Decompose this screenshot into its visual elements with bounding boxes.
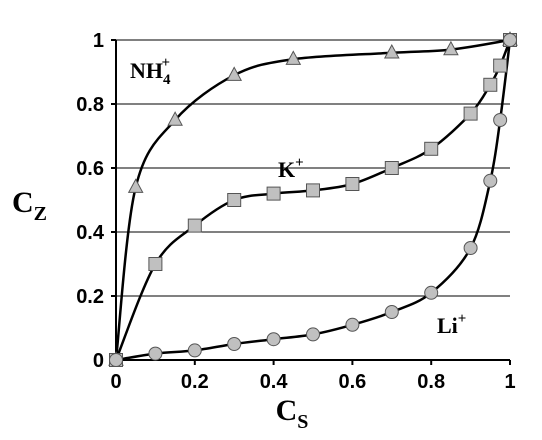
- x-tick-label-4: 0.8: [417, 371, 445, 393]
- series-markers: [108, 31, 518, 367]
- data-point-triangle-1: [127, 178, 144, 193]
- labels: 0 0.2 0.4 0.6 0.8 1 0 0.2 0.4 0.6 0.8 1 CZ CS NH4+ K+ Li…: [12, 30, 516, 433]
- data-point-square-6: [345, 177, 360, 191]
- series-label-square: K+: [278, 155, 304, 182]
- y-tick-label-4: 0.8: [76, 94, 104, 116]
- x-axis-title: CS: [276, 394, 309, 433]
- series-line-circle: [115, 39, 512, 362]
- y-tick-label-0: 0: [93, 350, 104, 372]
- data-point-square-2: [187, 218, 202, 233]
- data-point-square-8: [424, 141, 439, 156]
- data-point-square-3: [227, 193, 242, 207]
- x-tick-label-3: 0.6: [338, 371, 366, 393]
- data-point-circle-11: [493, 113, 508, 127]
- data-point-square-1: [148, 257, 163, 271]
- data-point-circle-10: [483, 173, 498, 188]
- data-point-square-11: [493, 58, 508, 73]
- data-point-square-9: [463, 106, 478, 121]
- data-point-circle-3: [227, 337, 242, 351]
- data-point-circle-5: [306, 327, 320, 342]
- y-tick-label-1: 0.2: [76, 286, 104, 308]
- data-point-circle-9: [463, 241, 478, 255]
- y-tick-label-3: 0.6: [76, 158, 104, 180]
- series-line-square: [114, 39, 512, 361]
- y-tick-label-5: 1: [93, 30, 104, 52]
- series-label-triangle: NH4+: [130, 55, 171, 88]
- x-tick-label-1: 0.2: [181, 371, 209, 393]
- data-point-circle-1: [148, 346, 163, 361]
- x-tick-label-2: 0.4: [260, 371, 289, 393]
- y-tick-label-2: 0.4: [76, 222, 105, 244]
- grid-lines: [116, 39, 510, 297]
- y-axis-title: CZ: [12, 186, 47, 225]
- data-point-square-10: [483, 77, 498, 92]
- data-point-circle-0: [109, 353, 123, 367]
- data-point-circle-7: [384, 305, 399, 319]
- data-point-triangle-5: [383, 43, 400, 59]
- data-point-circle-8: [424, 285, 439, 300]
- data-point-square-5: [306, 183, 320, 198]
- series-label-circle: Li+: [437, 311, 466, 338]
- data-point-triangle-4: [285, 50, 302, 65]
- data-point-circle-6: [345, 317, 360, 332]
- data-point-circle-2: [187, 343, 202, 358]
- data-point-triangle-6: [443, 40, 459, 56]
- data-point-square-7: [384, 161, 399, 175]
- data-point-triangle-2: [167, 111, 183, 126]
- series-curves: [114, 38, 512, 362]
- data-point-square-4: [266, 186, 281, 201]
- series-line-triangle: [114, 38, 511, 361]
- x-tick-label-5: 1: [504, 371, 515, 393]
- data-point-triangle-3: [226, 66, 243, 81]
- data-point-circle-12: [503, 33, 517, 47]
- data-point-circle-4: [266, 332, 281, 347]
- x-tick-label-0: 0: [110, 371, 121, 393]
